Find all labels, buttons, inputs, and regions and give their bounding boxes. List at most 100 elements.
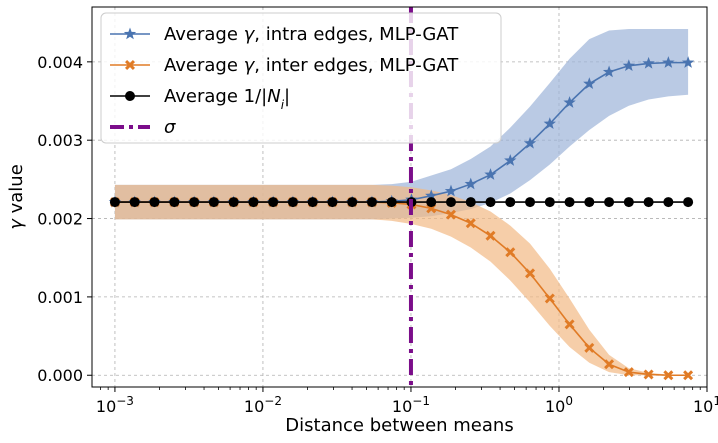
point-series-2 — [505, 197, 516, 208]
axis-ticks: 10−3 10−2 10−1 100 1010.0000.0010.0020.0030.… — [37, 53, 718, 416]
point-series-2 — [584, 197, 595, 208]
point-series-2 — [525, 197, 536, 208]
point-series-0 — [484, 168, 497, 180]
legend-label-3-symbol: σ — [164, 117, 176, 138]
x-tick-label: 10−1 — [392, 394, 430, 416]
x-tick-exponent: 1 — [713, 394, 718, 408]
x-tick-exponent: −1 — [412, 394, 430, 408]
x-tick-base: 10 — [96, 397, 116, 416]
point-series-0 — [662, 56, 675, 68]
point-series-1 — [584, 342, 595, 353]
legend-label-1: Average γ, inter edges, MLP-GAT — [164, 55, 459, 76]
y-axis-word: value — [6, 164, 27, 219]
point-series-0 — [563, 96, 576, 108]
point-series-1 — [564, 319, 575, 330]
point-series-2 — [445, 197, 456, 208]
point-series-2 — [208, 197, 219, 208]
y-tick-label: 0.001 — [37, 288, 83, 307]
point-series-0 — [622, 59, 636, 72]
point-series-1 — [643, 369, 654, 380]
point-series-0 — [464, 177, 477, 190]
point-series-2 — [683, 197, 694, 208]
legend-marker-0 — [123, 27, 137, 40]
x-tick-base: 10 — [545, 397, 565, 416]
legend-label-2-post: | — [284, 86, 290, 107]
point-series-2 — [287, 197, 298, 208]
series-markers — [108, 56, 695, 381]
y-tick-label: 0.004 — [37, 53, 83, 72]
point-series-2 — [169, 197, 180, 208]
point-series-0 — [504, 154, 517, 166]
point-series-2 — [347, 197, 358, 208]
point-series-0 — [583, 77, 596, 90]
legend-label-2-symbol: N — [267, 86, 280, 107]
x-tick-base: 10 — [693, 397, 713, 416]
legend-label-1-symbol: γ — [244, 55, 256, 76]
point-series-1 — [465, 218, 476, 229]
point-series-2 — [109, 197, 120, 208]
point-series-2 — [386, 197, 397, 208]
point-series-1 — [485, 230, 496, 241]
legend-label-2: Average 1/|Ni| — [164, 86, 290, 112]
point-series-2 — [149, 197, 160, 208]
point-series-0 — [425, 189, 438, 202]
legend-label-0: Average γ, intra edges, MLP-GAT — [164, 24, 459, 45]
point-series-2 — [327, 197, 338, 208]
point-series-2 — [564, 197, 575, 208]
legend-marker-2 — [125, 91, 135, 101]
point-series-0 — [681, 56, 695, 68]
y-tick-label: 0.002 — [37, 210, 83, 229]
point-series-0 — [523, 136, 537, 149]
legend-label-1-post: , inter edges, MLP-GAT — [254, 55, 459, 76]
point-series-2 — [307, 197, 318, 208]
point-series-1 — [525, 268, 536, 279]
x-tick-label: 10−3 — [96, 394, 134, 416]
legend-label-2-subscript: i — [281, 98, 285, 112]
legend-label-0-post: , intra edges, MLP-GAT — [254, 24, 459, 45]
band-series-1 — [114, 184, 689, 376]
point-series-1 — [604, 359, 615, 370]
legend-label-2-pre: Average 1/| — [164, 86, 267, 107]
legend-box — [100, 12, 502, 144]
point-series-0 — [543, 117, 556, 129]
point-series-1 — [663, 370, 674, 381]
point-series-2 — [228, 197, 239, 208]
y-tick-label: 0.003 — [37, 131, 83, 150]
legend-label-3: σ — [164, 117, 176, 138]
point-series-2 — [129, 197, 140, 208]
y-axis-symbol: γ — [6, 218, 27, 230]
point-series-1 — [445, 209, 456, 220]
point-series-2 — [366, 197, 377, 208]
x-tick-label: 10−2 — [244, 394, 282, 416]
point-series-1 — [544, 293, 555, 304]
point-series-2 — [189, 197, 200, 208]
x-axis-label: Distance between means — [285, 415, 513, 436]
x-tick-exponent: −3 — [116, 394, 134, 408]
x-tick-exponent: −2 — [264, 394, 282, 408]
point-series-2 — [268, 197, 279, 208]
point-series-0 — [602, 65, 616, 78]
plot-frame — [91, 6, 708, 388]
point-series-1 — [505, 247, 516, 258]
point-series-2 — [485, 197, 496, 208]
point-series-0 — [444, 184, 458, 197]
x-tick-label: 100 — [545, 394, 573, 416]
point-series-2 — [248, 197, 259, 208]
point-series-1 — [683, 370, 694, 381]
point-series-1 — [623, 367, 634, 378]
point-series-2 — [643, 197, 654, 208]
point-series-2 — [623, 197, 634, 208]
legend-marker-1 — [125, 60, 135, 70]
point-series-2 — [604, 197, 615, 208]
point-series-2 — [465, 197, 476, 208]
legend-label-0-symbol: γ — [244, 24, 256, 45]
y-axis-label: γ value — [6, 164, 27, 230]
x-tick-label: 101 — [693, 394, 718, 416]
y-tick-label: 0.000 — [37, 366, 83, 385]
legend-label-0-pre: Average — [164, 24, 244, 45]
x-tick-base: 10 — [244, 397, 264, 416]
point-series-0 — [642, 56, 655, 69]
point-series-2 — [426, 197, 437, 208]
